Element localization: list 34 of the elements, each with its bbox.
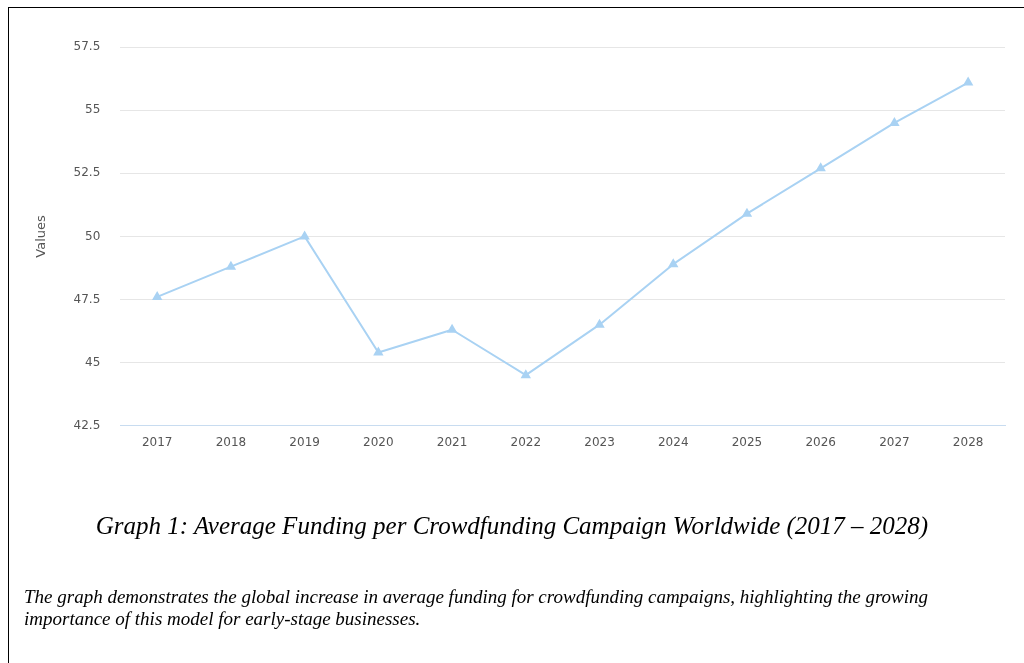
y-tick-label: 47.5	[73, 291, 101, 306]
x-tick-label: 2017	[141, 434, 173, 449]
point	[447, 324, 457, 333]
point	[226, 261, 236, 270]
point	[963, 77, 973, 86]
point	[521, 370, 531, 379]
y-tick-label: 42.5	[73, 417, 101, 432]
y-tick-label: 55	[85, 102, 101, 117]
point	[373, 347, 383, 356]
x-tick-label: 2024	[657, 434, 689, 449]
y-tick-label: 52.5	[73, 165, 101, 180]
point	[742, 208, 752, 217]
x-tick-label: 2021	[436, 434, 468, 449]
x-tick-label: 2020	[363, 434, 394, 449]
text: The graph demonstrates the global increase in average funding for crowdfunding campaigns, highlighting the growing importance of this model for early-stage businesses.	[24, 586, 930, 630]
y-tick-label: 50	[85, 228, 101, 243]
y-tick-label: 45	[85, 354, 101, 369]
point	[889, 117, 899, 126]
x-tick-label: 2023	[584, 434, 615, 449]
x-tick-label: 2019	[289, 434, 320, 449]
x-tick-label: 2027	[879, 434, 910, 449]
point	[300, 231, 310, 240]
x-tick-label: 2018	[215, 434, 247, 449]
x-tick-label: 2026	[805, 434, 836, 449]
point	[668, 259, 678, 268]
y-tick-label: 57.5	[73, 39, 101, 54]
point	[816, 163, 826, 172]
x-tick-label: 2022	[510, 434, 542, 449]
point	[595, 319, 604, 328]
text: Graph 1: Average Funding per Crowdfunding Campaign Worldwide (2017 – 2028)	[94, 512, 930, 540]
x-tick-label: 2025	[731, 434, 763, 449]
y-axis-title: Values	[33, 214, 49, 258]
point	[152, 291, 162, 300]
x-tick-label: 2028	[952, 434, 984, 449]
